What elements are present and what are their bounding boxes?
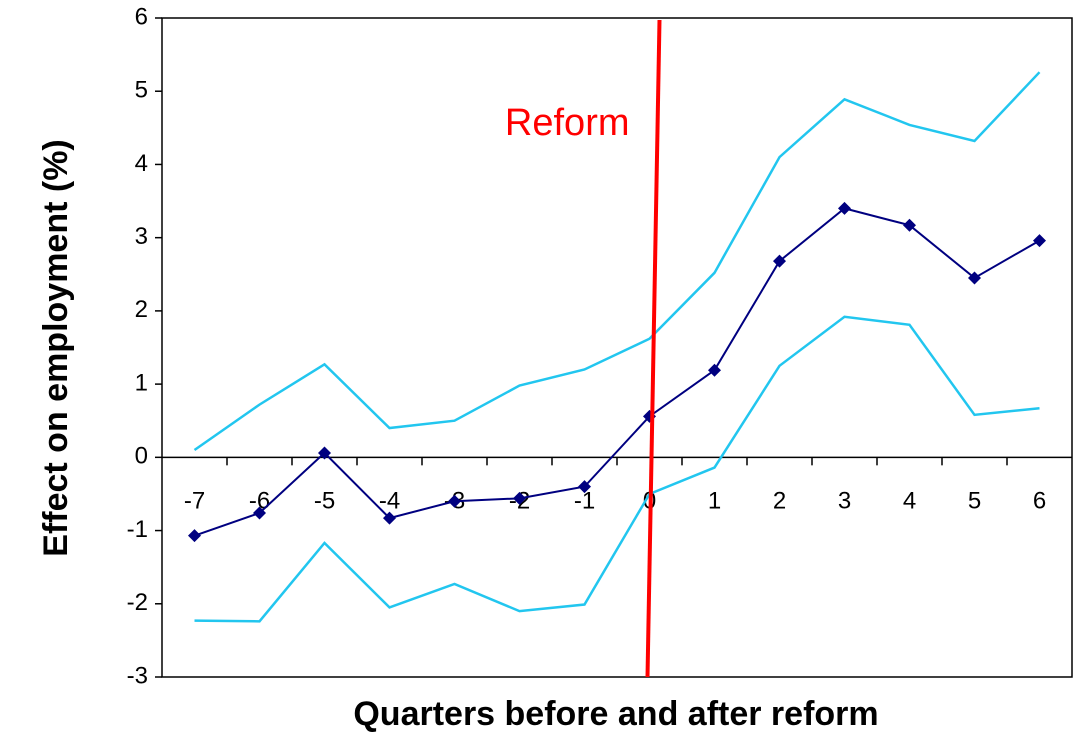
y-tick-label: 3 bbox=[135, 223, 148, 250]
y-tick-label: 4 bbox=[135, 150, 148, 177]
series-line bbox=[194, 315, 1040, 623]
y-tick-label: 0 bbox=[135, 443, 148, 470]
series-line bbox=[193, 71, 1041, 452]
y-tick-label: 1 bbox=[135, 369, 148, 396]
point-marker bbox=[968, 271, 981, 285]
point-marker bbox=[448, 494, 461, 508]
x-tick-label: -4 bbox=[379, 488, 400, 515]
point-marker bbox=[188, 529, 201, 543]
reform-label: Reform bbox=[505, 102, 630, 144]
x-tick-label: 3 bbox=[838, 488, 851, 515]
series-line bbox=[194, 207, 1040, 537]
point-marker bbox=[773, 254, 786, 268]
x-tick-label: 1 bbox=[708, 488, 721, 515]
x-tick-label: -1 bbox=[574, 488, 595, 515]
y-tick-label: 6 bbox=[135, 3, 148, 30]
point-marker bbox=[513, 491, 526, 505]
point-marker bbox=[838, 201, 851, 215]
y-tick-label: 5 bbox=[135, 77, 148, 104]
point-marker bbox=[708, 363, 721, 377]
x-tick-label: 4 bbox=[903, 488, 916, 515]
point-marker bbox=[318, 446, 331, 460]
y-tick-label: 2 bbox=[135, 296, 148, 323]
point-marker bbox=[383, 511, 396, 525]
y-tick-label: -2 bbox=[127, 589, 148, 616]
x-tick-label: -5 bbox=[314, 488, 335, 515]
reform-line bbox=[645, 19, 662, 678]
x-tick-label: -7 bbox=[184, 488, 205, 515]
x-tick-label: 2 bbox=[773, 488, 786, 515]
plot-area bbox=[161, 17, 1073, 678]
x-tick-label: 5 bbox=[968, 488, 981, 515]
y-tick-label: -1 bbox=[127, 516, 148, 543]
point-marker bbox=[253, 506, 266, 520]
y-axis-title: Effect on employment (%) bbox=[37, 139, 75, 556]
point-marker bbox=[903, 218, 916, 232]
point-marker bbox=[1033, 234, 1046, 248]
x-axis-title: Quarters before and after reform bbox=[353, 695, 878, 733]
y-tick-label: -3 bbox=[127, 662, 148, 689]
x-tick-label: 6 bbox=[1033, 488, 1046, 515]
point-marker bbox=[578, 480, 591, 494]
